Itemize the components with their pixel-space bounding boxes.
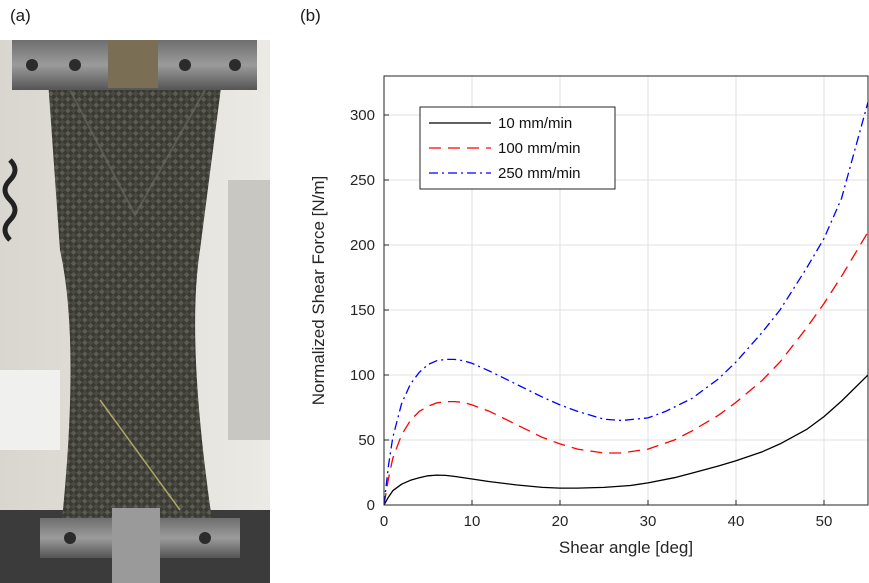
fabric-marker-line [99, 399, 181, 511]
x-tick-label: 50 [816, 513, 833, 530]
clamp-bolt [26, 59, 38, 71]
panel-label-b: (b) [300, 6, 321, 25]
series-line-2 [384, 101, 868, 505]
shear-force-chart: 0 10 20 30 40 50 0 50 100 150 200 250 300 Shear angl… [309, 75, 869, 557]
y-tick-label: 0 [367, 497, 375, 514]
x-tick-label: 40 [728, 513, 745, 530]
photo-machine-panel [0, 370, 60, 450]
clamp-bolt [179, 59, 191, 71]
x-tick-label: 30 [640, 513, 657, 530]
x-tick-label: 20 [552, 513, 569, 530]
x-tick-label: 10 [464, 513, 481, 530]
clamp-bolt [199, 532, 211, 544]
y-axis-label: Normalized Shear Force [N/m] [309, 176, 328, 406]
legend-label-0: 10 mm/min [498, 115, 572, 132]
y-tick-label: 200 [350, 237, 375, 254]
x-axis-label: Shear angle [deg] [559, 538, 693, 557]
plot-frame [383, 75, 869, 506]
y-tick-label: 250 [350, 172, 375, 189]
y-tick-label: 300 [350, 107, 375, 124]
clamp-bolt [229, 59, 241, 71]
clamp-bolt [69, 59, 81, 71]
photo-cable [2, 158, 18, 242]
clamp-bolt [64, 532, 76, 544]
x-tick-label: 0 [380, 513, 388, 530]
series-line-0 [384, 374, 868, 505]
specimen-photo [0, 40, 270, 583]
y-tick-label: 50 [358, 432, 375, 449]
legend: 10 mm/min 100 mm/min 250 mm/min [419, 106, 616, 190]
y-tick-label: 100 [350, 367, 375, 384]
legend-label-2: 250 mm/min [498, 165, 581, 182]
fabric-shear-line [69, 89, 206, 218]
panel-label-a: (a) [10, 6, 31, 25]
tick-labels: 0 10 20 30 40 50 0 50 100 150 200 250 300 [350, 107, 832, 530]
series-lines [384, 101, 868, 505]
photo-machine-frame [228, 180, 270, 440]
legend-label-1: 100 mm/min [498, 140, 581, 157]
y-tick-label: 150 [350, 302, 375, 319]
fabric-specimen [48, 80, 222, 520]
series-line-1 [384, 231, 868, 505]
bottom-clamp-mount [112, 508, 160, 583]
top-clamp-mount [108, 40, 158, 88]
